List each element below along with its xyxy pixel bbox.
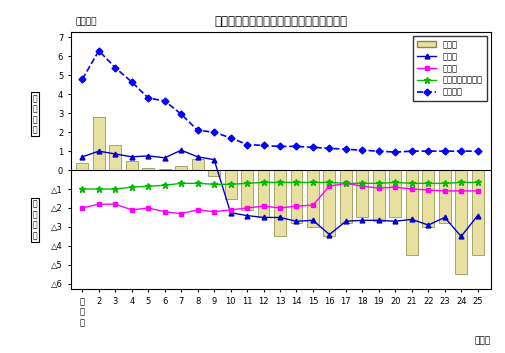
Bar [76,162,88,170]
Bar [422,170,433,227]
Bar [323,170,335,237]
Bar [290,170,302,223]
Text: 転
入
超
過: 転 入 超 過 [33,94,37,134]
Bar [257,170,269,217]
Bar [339,170,351,223]
Bar [307,170,318,227]
Bar [93,117,105,170]
Text: （年）: （年） [474,336,490,345]
Bar [274,170,285,237]
Bar [405,170,417,255]
Bar [241,170,252,210]
Bar [159,169,170,170]
Bar [208,170,220,176]
Bar [175,166,187,170]
Text: （千人）: （千人） [75,18,96,26]
Bar [126,161,137,170]
Bar [372,170,384,221]
Bar [109,144,121,170]
Bar [191,159,203,170]
Bar [142,168,154,170]
Title: 日本人の主な移動理由別転入転出差の推移: 日本人の主な移動理由別転入転出差の推移 [214,15,346,28]
Bar [224,170,236,198]
Text: 転
出
超
過: 転 出 超 過 [33,200,37,240]
Bar [454,170,466,274]
Bar [471,170,483,255]
Bar [388,170,400,217]
Bar [356,170,368,217]
Legend: 合　計, 職業上, 学業上, 結婚・離婚・縁組, 住宅事情: 合 計, 職業上, 学業上, 結婚・離婚・縁組, 住宅事情 [413,36,486,101]
Bar [438,170,450,223]
